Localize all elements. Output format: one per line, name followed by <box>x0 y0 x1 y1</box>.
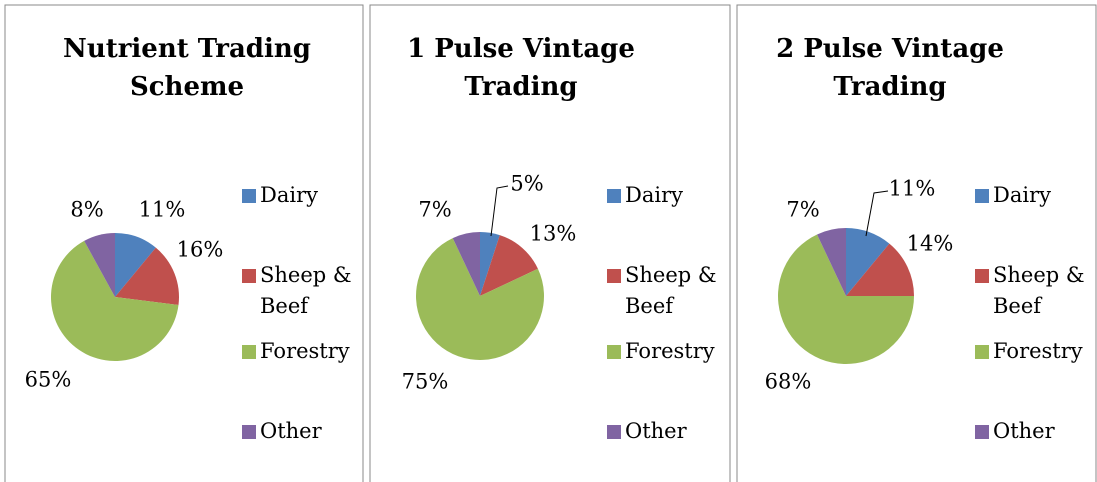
legend-swatch <box>975 189 989 203</box>
data-label: 14% <box>907 232 954 256</box>
pie-slice <box>452 232 480 296</box>
data-label: 5% <box>510 172 543 196</box>
leader-line <box>490 185 509 237</box>
leader-line <box>865 190 889 237</box>
pie-slice <box>51 240 179 361</box>
data-label: 68% <box>765 370 812 394</box>
legend-label: Other <box>625 419 688 443</box>
chart-title: 1 Pulse Vintage Trading <box>407 34 635 102</box>
data-label: 11% <box>889 177 936 201</box>
legend-label: Other <box>993 419 1056 443</box>
legend-swatch <box>242 425 256 439</box>
legend-label: Sheep & Beef <box>993 263 1085 318</box>
legend-swatch <box>975 269 989 283</box>
data-label: 7% <box>786 198 819 222</box>
chart-title: 2 Pulse Vintage Trading <box>776 34 1004 102</box>
data-label: 13% <box>530 222 577 246</box>
pie-slice <box>846 243 914 296</box>
legend-swatch <box>975 345 989 359</box>
chart-title: Nutrient Trading Scheme <box>63 34 311 102</box>
legend-swatch <box>607 269 621 283</box>
pie-slice <box>115 247 179 306</box>
data-label: 65% <box>25 368 72 392</box>
legend-label: Other <box>260 419 323 443</box>
pie-slice <box>778 234 914 364</box>
legend-swatch <box>607 345 621 359</box>
data-label: 8% <box>70 198 103 222</box>
pie-slice <box>416 238 544 360</box>
pie-slice <box>480 235 538 296</box>
panel-border <box>736 4 1097 482</box>
pie-slice <box>480 232 500 296</box>
legend-label: Forestry <box>993 339 1083 363</box>
legend-label: Forestry <box>625 339 715 363</box>
data-label: 11% <box>139 198 186 222</box>
data-label: 7% <box>418 198 451 222</box>
pie-slice <box>846 228 890 296</box>
legend-swatch <box>242 345 256 359</box>
legend-label: Dairy <box>260 183 318 207</box>
data-label: 16% <box>177 238 224 262</box>
legend-label: Dairy <box>625 183 683 207</box>
panel-border <box>4 4 364 482</box>
pie-slice <box>115 233 156 297</box>
legend-label: Forestry <box>260 339 350 363</box>
legend-label: Sheep & Beef <box>260 263 352 318</box>
pie-slice <box>817 228 846 296</box>
legend-label: Sheep & Beef <box>625 263 717 318</box>
legend-label: Dairy <box>993 183 1051 207</box>
legend-swatch <box>242 269 256 283</box>
legend-swatch <box>607 189 621 203</box>
pie-slice <box>84 233 115 297</box>
legend-swatch <box>975 425 989 439</box>
legend-swatch <box>607 425 621 439</box>
panel-border <box>369 4 731 482</box>
data-label: 75% <box>402 370 449 394</box>
legend-swatch <box>242 189 256 203</box>
